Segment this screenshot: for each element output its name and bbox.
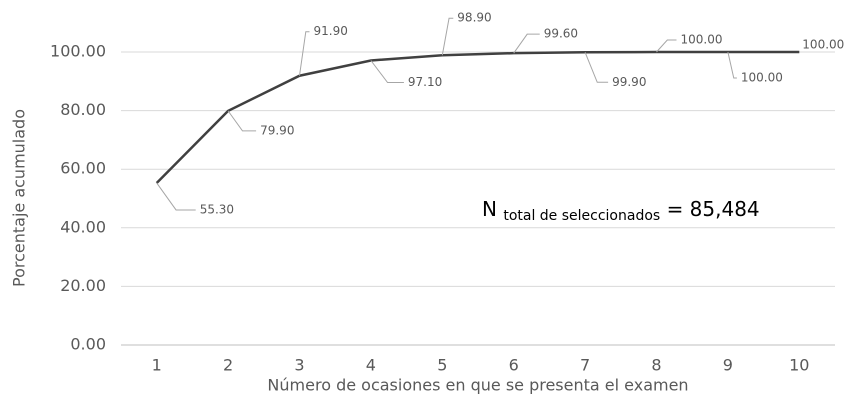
- data-label: 98.90: [457, 11, 491, 25]
- data-label: 79.90: [260, 123, 294, 137]
- y-axis-title: Porcentaje acumulado: [10, 109, 29, 287]
- leader-line: [656, 39, 677, 53]
- y-tick-label: 100.00: [50, 42, 106, 61]
- data-label: 91.90: [314, 24, 348, 38]
- x-tick-label: 1: [152, 356, 162, 375]
- x-tick-label: 3: [294, 356, 304, 375]
- x-tick-label: 5: [437, 356, 447, 375]
- data-label: 97.10: [408, 75, 442, 89]
- leader-line: [370, 60, 404, 83]
- data-label: 100.00: [741, 71, 783, 85]
- x-tick-label: 4: [366, 356, 376, 375]
- leader-line: [441, 17, 454, 56]
- y-tick-label: 0.00: [70, 335, 106, 354]
- annotation: N total de seleccionados = 85,484: [482, 197, 760, 227]
- annotation-rest: = 85,484: [667, 197, 760, 221]
- data-label: 99.60: [544, 27, 578, 41]
- annotation-main: N: [482, 197, 497, 221]
- x-tick-label: 6: [509, 356, 519, 375]
- data-label: 100.00: [681, 33, 723, 47]
- y-tick-label: 60.00: [60, 159, 106, 178]
- x-tick-label: 2: [223, 356, 233, 375]
- x-tick-label: 10: [789, 356, 809, 375]
- x-axis-title: Número de ocasiones en que se presenta e…: [267, 376, 688, 395]
- x-tick-label: 9: [723, 356, 733, 375]
- data-label: 100.00: [802, 38, 844, 52]
- leader-line: [227, 110, 257, 132]
- x-tick-label: 8: [651, 356, 661, 375]
- data-label: 99.90: [612, 75, 646, 89]
- y-tick-label: 40.00: [60, 217, 106, 236]
- annotation-subscript: total de seleccionados: [503, 208, 660, 224]
- leader-line: [727, 51, 737, 79]
- leader-line: [584, 52, 609, 83]
- leader-line: [299, 31, 310, 76]
- y-tick-label: 80.00: [60, 100, 106, 119]
- y-tick-label: 20.00: [60, 276, 106, 295]
- x-tick-label: 7: [580, 356, 590, 375]
- leader-line: [513, 33, 540, 54]
- line: [155, 50, 800, 184]
- data-label: 55.30: [200, 202, 234, 216]
- leader-line: [156, 182, 196, 211]
